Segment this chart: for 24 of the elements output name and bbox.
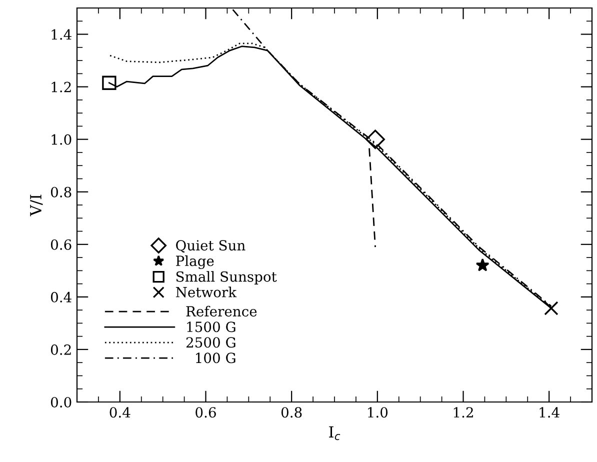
legend-label: Quiet Sun <box>176 240 246 253</box>
y-axis-title: V/I <box>30 194 43 216</box>
legend-label: Plage <box>176 255 214 270</box>
y-tick-label: 0.8 <box>50 186 72 198</box>
legend-label: 2500 G <box>186 337 236 348</box>
x-tick-label: 0.6 <box>196 407 216 418</box>
y-tick-label: 1.2 <box>52 82 71 92</box>
x-tick-label: 0.8 <box>281 407 302 418</box>
y-tick-label: 0.4 <box>50 292 72 302</box>
y-tick-label: 0.2 <box>50 344 71 355</box>
x-tick-label: 1.0 <box>368 407 388 418</box>
legend-label: Reference <box>186 306 257 317</box>
y-tick-label: 0.0 <box>50 396 72 408</box>
x-tick-label: 1.2 <box>454 407 473 418</box>
x-tick-label: 0.4 <box>110 407 130 418</box>
x-axis-title: I$_{c}$ <box>329 426 340 440</box>
y-tick-label: 0.6 <box>50 239 72 250</box>
legend-label: 1500 G <box>187 322 236 332</box>
legend-label: 100 G <box>196 352 236 364</box>
y-tick-label: 1.4 <box>52 29 72 40</box>
legend-label: Network <box>176 286 237 298</box>
legend-label: Small Sunspot <box>176 271 277 285</box>
x-tick-label: 1.4 <box>540 407 560 418</box>
y-tick-label: 1.0 <box>52 134 72 145</box>
